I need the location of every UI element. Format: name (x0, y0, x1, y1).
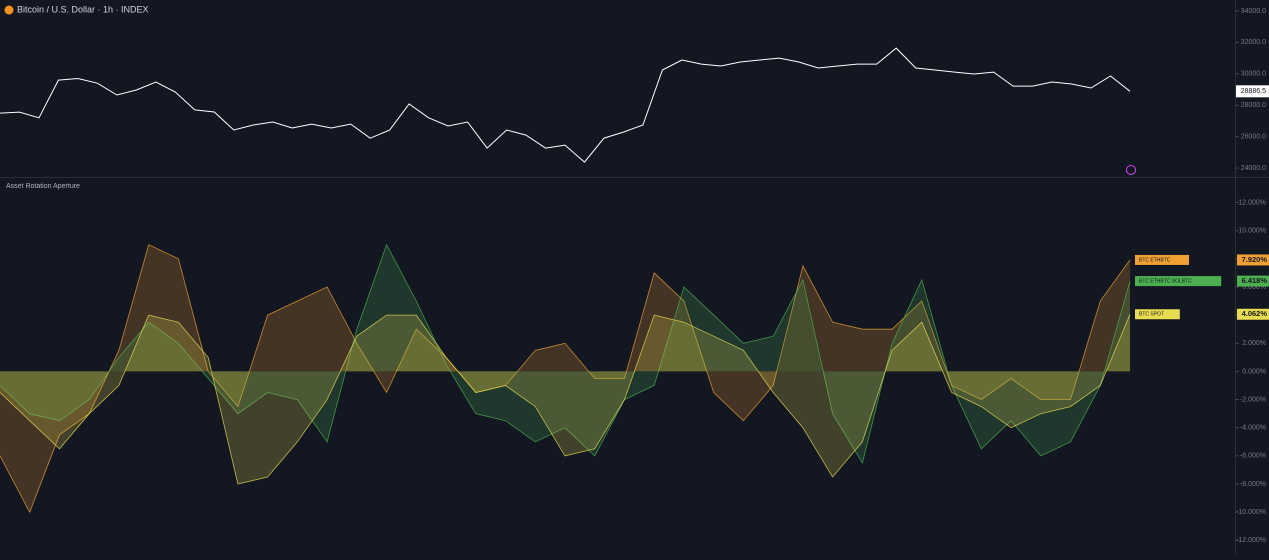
symbol-logo (4, 5, 14, 15)
value-box (1237, 275, 1269, 287)
y-tick-label: -8.000% (1240, 481, 1266, 488)
event-icon[interactable] (1126, 165, 1136, 175)
y-tick-label: -12.000% (1236, 537, 1266, 544)
area-line (0, 314, 1131, 485)
legend-tag[interactable] (1135, 309, 1180, 320)
area-fill (0, 244, 1130, 463)
y-tick-label: 32000.0 (1241, 39, 1266, 46)
area-line (0, 244, 1131, 514)
y-tick-label: 24000.0 (1241, 165, 1266, 172)
y-tick-label: 34000.0 (1241, 8, 1266, 15)
legend-label[interactable]: BTC ETHBTC SOLBTC (1139, 278, 1192, 284)
y-tick-label: 0.000% (1242, 368, 1266, 375)
value-label: 4.062% (1242, 309, 1268, 318)
y-tick-label: 10.000% (1238, 228, 1266, 235)
area-fill (0, 314, 1130, 484)
y-tick-label: 28000.0 (1241, 102, 1266, 109)
legend-label[interactable]: BTC SPOT (1139, 312, 1164, 318)
y-tick-label: -6.000% (1240, 453, 1266, 460)
value-box (1237, 308, 1269, 320)
y-tick-label: -2.000% (1240, 396, 1266, 403)
y-tick-label: -10.000% (1236, 509, 1266, 516)
legend-tag[interactable] (1135, 254, 1189, 265)
y-tick-label: 6.000% (1242, 284, 1266, 291)
y-tick-label: 2.000% (1242, 340, 1266, 347)
current-price-label: 28886.5 (1241, 88, 1266, 95)
legend-tag[interactable] (1135, 276, 1222, 287)
value-label: 6.418% (1242, 276, 1268, 285)
value-label: 7.920% (1242, 255, 1268, 264)
area-line (0, 243, 1131, 464)
current-price-box (1236, 85, 1269, 98)
legend-label[interactable]: BTC ETHBTC (1139, 257, 1171, 263)
area-fill (0, 244, 1130, 513)
y-tick-label: -4.000% (1240, 425, 1266, 432)
symbol-title[interactable]: Bitcoin / U.S. Dollar · 1h · INDEX (17, 4, 149, 14)
value-box (1237, 254, 1269, 266)
price-line (0, 47, 1131, 163)
y-tick-label: 12.000% (1238, 199, 1266, 206)
y-tick-label: 26000.0 (1241, 133, 1266, 140)
indicator-title[interactable]: Asset Rotation Aperture (6, 183, 80, 190)
y-tick-label: 30000.0 (1241, 71, 1266, 78)
